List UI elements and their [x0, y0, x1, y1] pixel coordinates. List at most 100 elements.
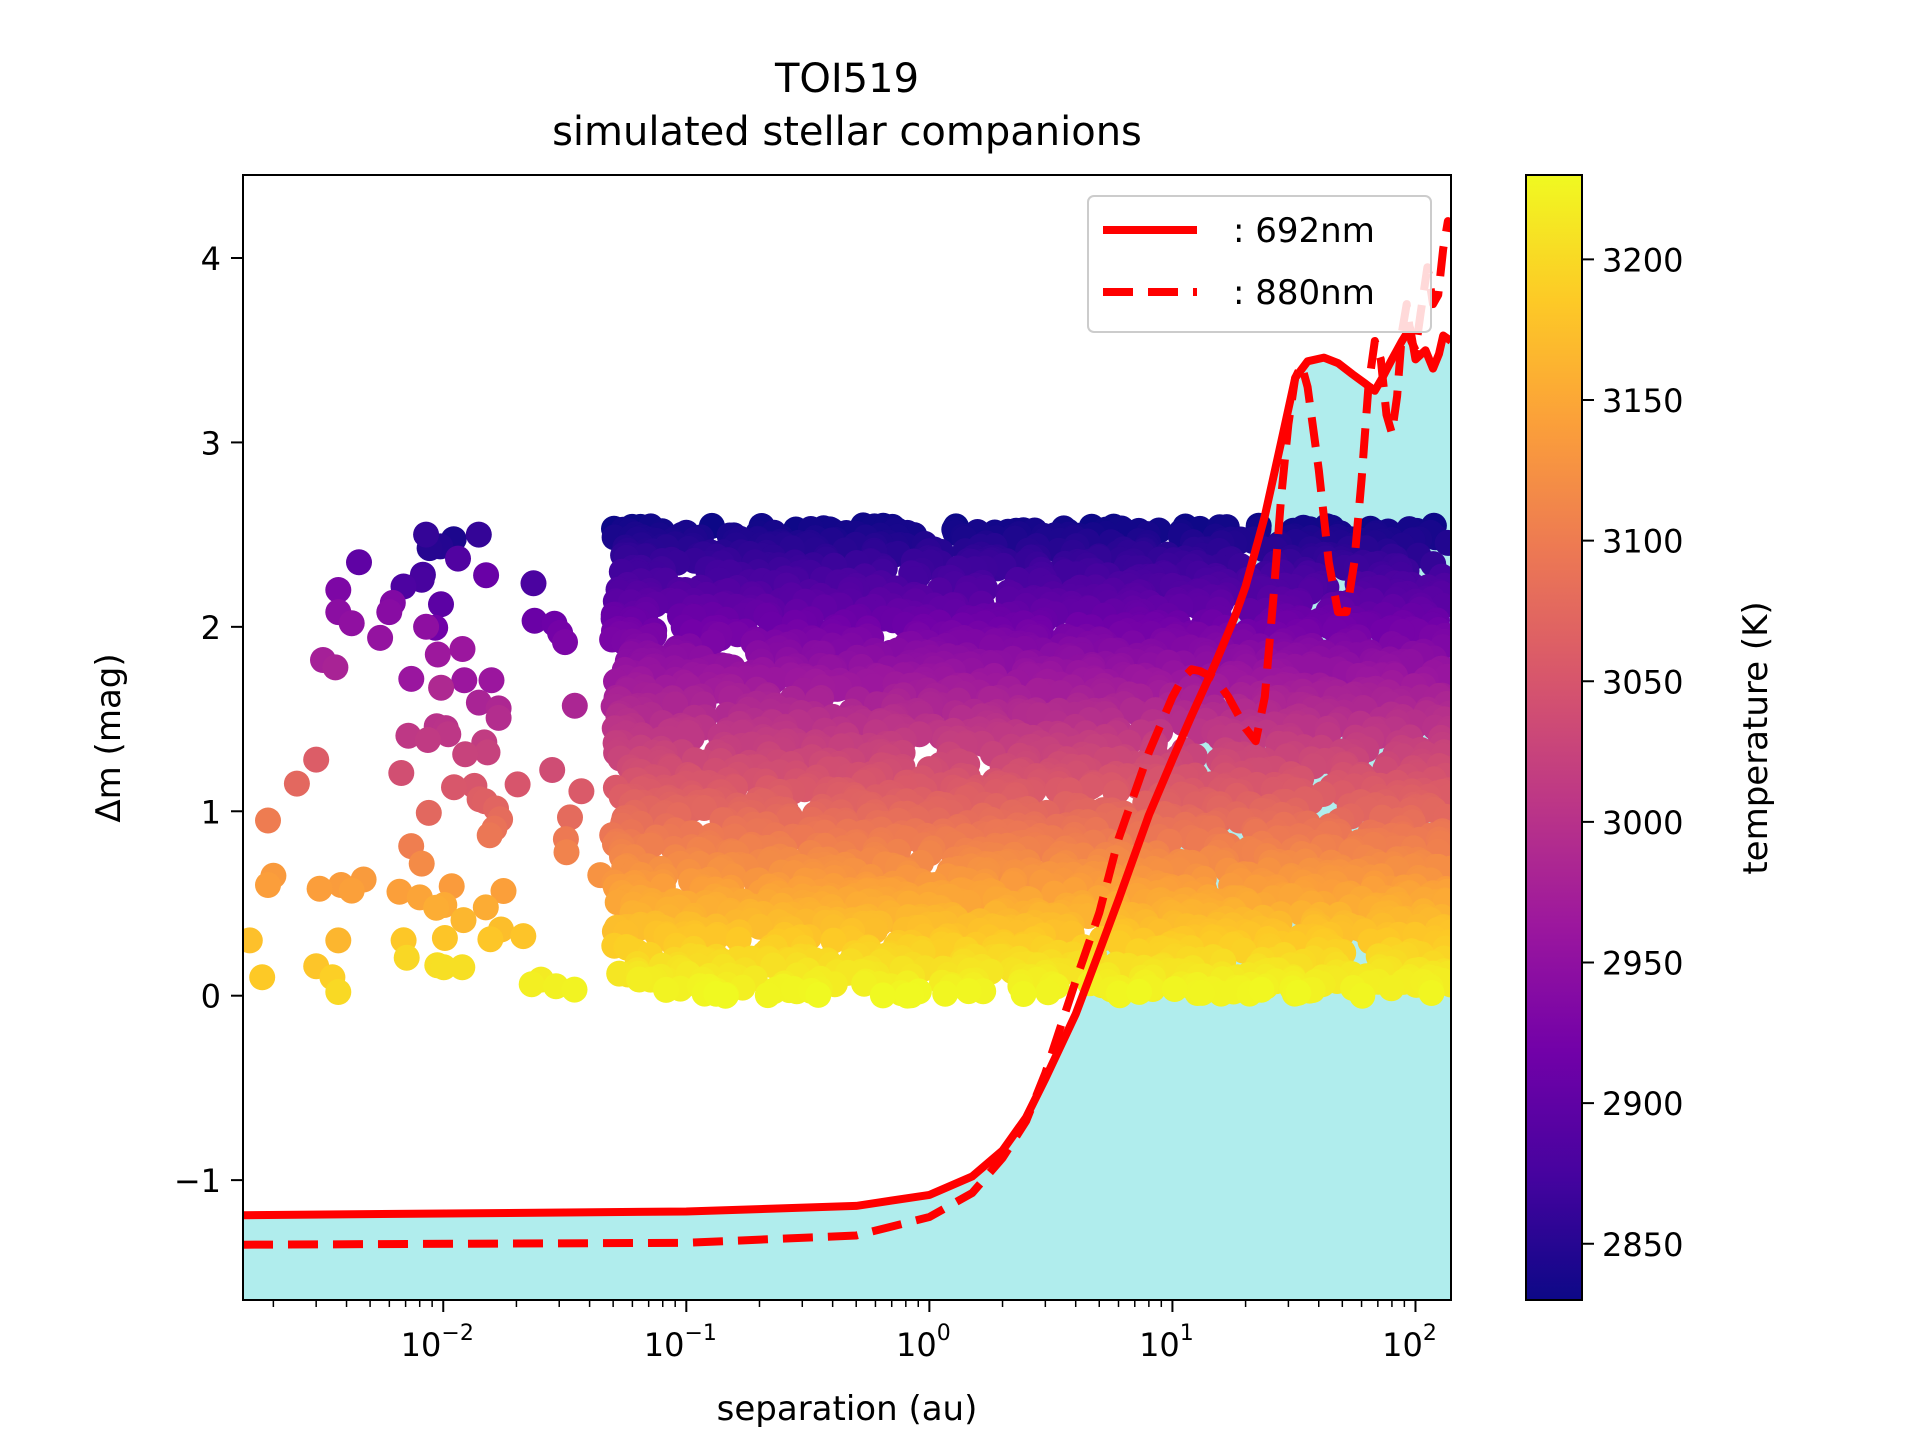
- chart-subtitle: simulated stellar companions: [552, 109, 1142, 155]
- companion-point: [408, 850, 435, 877]
- plot-area: [243, 175, 1451, 1300]
- companion-point: [1010, 981, 1037, 1007]
- companion-point: [1349, 982, 1376, 1009]
- x-tick-exponent: −1: [684, 1321, 716, 1346]
- companion-point: [430, 954, 457, 981]
- colorbar-tick-label: 3100: [1602, 523, 1683, 561]
- companion-point: [474, 739, 501, 766]
- companion-point: [561, 692, 588, 719]
- companion-point: [338, 610, 365, 637]
- companion-point: [473, 562, 500, 589]
- x-axis: 10−2 10−1 100 101 102: [272, 1300, 1437, 1364]
- companion-point: [423, 894, 450, 921]
- companion-point: [283, 770, 310, 797]
- companion-point: [424, 641, 451, 668]
- y-axis: −1 0 1 2 3 4: [174, 240, 243, 1200]
- companion-point: [805, 981, 832, 1008]
- companion-point: [485, 704, 512, 731]
- companion-point: [539, 757, 566, 783]
- companion-point: [553, 839, 580, 866]
- companion-point: [243, 927, 263, 954]
- colorbar-tick-label: 3050: [1602, 663, 1683, 701]
- companion-point: [325, 979, 352, 1005]
- y-tick-label: 1: [201, 793, 221, 831]
- legend-label-692nm: : 692nm: [1233, 211, 1375, 251]
- companion-point: [465, 689, 492, 716]
- companion-point: [303, 746, 330, 773]
- colorbar-gradient: [1525, 174, 1583, 1301]
- companion-point: [653, 976, 680, 1003]
- x-axis-label: separation (au): [717, 1389, 978, 1429]
- y-tick-label: 4: [201, 240, 221, 278]
- companion-point: [894, 982, 921, 1009]
- companion-point: [725, 926, 752, 953]
- companion-point: [306, 875, 333, 902]
- x-tick-label: 10−1: [644, 1321, 717, 1364]
- companion-point: [552, 629, 578, 656]
- companion-point: [452, 741, 479, 768]
- companion-point: [322, 654, 349, 681]
- companion-point: [435, 721, 462, 748]
- colorbar-tick-label: 3150: [1602, 382, 1683, 420]
- companion-point: [1248, 976, 1275, 1003]
- companion-point: [414, 727, 441, 753]
- legend-label-880nm: : 880nm: [1233, 273, 1375, 313]
- x-tick-label: 10−2: [401, 1321, 474, 1364]
- companion-point: [472, 894, 499, 921]
- companion-point: [325, 927, 352, 954]
- companion-point: [1161, 976, 1188, 1002]
- x-tick-exponent: 1: [1180, 1321, 1194, 1346]
- colorbar: 2850 2900 2950 3000 3050 3100 3150 3200 tempera…: [1525, 174, 1776, 1301]
- companion-point: [393, 944, 420, 971]
- companion-point: [346, 549, 372, 576]
- companion-point: [490, 878, 517, 904]
- companion-point: [338, 877, 365, 904]
- colorbar-label: temperature (K): [1736, 601, 1776, 874]
- x-tick-exponent: 0: [937, 1321, 951, 1346]
- companion-point: [477, 926, 504, 953]
- companion-point: [701, 924, 728, 950]
- companion-point: [754, 982, 781, 1009]
- companion-point: [1119, 697, 1146, 724]
- detectable-region-shade: [243, 328, 1451, 1300]
- companion-point: [325, 577, 352, 603]
- companion-point: [1025, 677, 1051, 704]
- companion-point: [504, 771, 531, 798]
- companion-point: [428, 591, 454, 618]
- companion-point: [428, 674, 455, 701]
- companion-point: [1035, 979, 1062, 1006]
- colorbar-tick-label: 2900: [1602, 1085, 1683, 1123]
- companion-point: [441, 774, 467, 801]
- colorbar-tick-label: 2950: [1602, 945, 1683, 983]
- companion-point: [449, 954, 476, 981]
- companion-point: [1106, 982, 1133, 1009]
- companion-point: [626, 966, 653, 993]
- companion-point: [431, 925, 458, 951]
- companion-point: [255, 807, 281, 834]
- companion-point: [413, 613, 440, 640]
- companion-point: [691, 795, 718, 821]
- companion-point: [606, 960, 633, 987]
- companion-point: [521, 607, 548, 634]
- companion-point: [255, 872, 281, 898]
- companion-point: [568, 778, 595, 805]
- y-tick-label: 3: [201, 424, 221, 462]
- companion-point: [746, 913, 773, 940]
- y-axis-label: Δm (mag): [89, 653, 129, 822]
- chart-title: TOI519: [774, 56, 919, 102]
- y-tick-label: 2: [201, 609, 221, 647]
- companion-point: [395, 722, 422, 749]
- companion-point: [398, 665, 425, 692]
- companion-point: [249, 964, 276, 991]
- companion-point: [413, 521, 440, 548]
- companion-point: [1126, 978, 1153, 1005]
- companion-point: [1378, 975, 1405, 1002]
- companion-point: [518, 971, 545, 998]
- companion-point: [388, 760, 415, 786]
- companion-point: [662, 691, 689, 718]
- companion-point: [376, 599, 403, 626]
- x-tick-exponent: 2: [1423, 1321, 1437, 1346]
- companion-point: [1285, 979, 1312, 1006]
- companion-point: [869, 982, 896, 1009]
